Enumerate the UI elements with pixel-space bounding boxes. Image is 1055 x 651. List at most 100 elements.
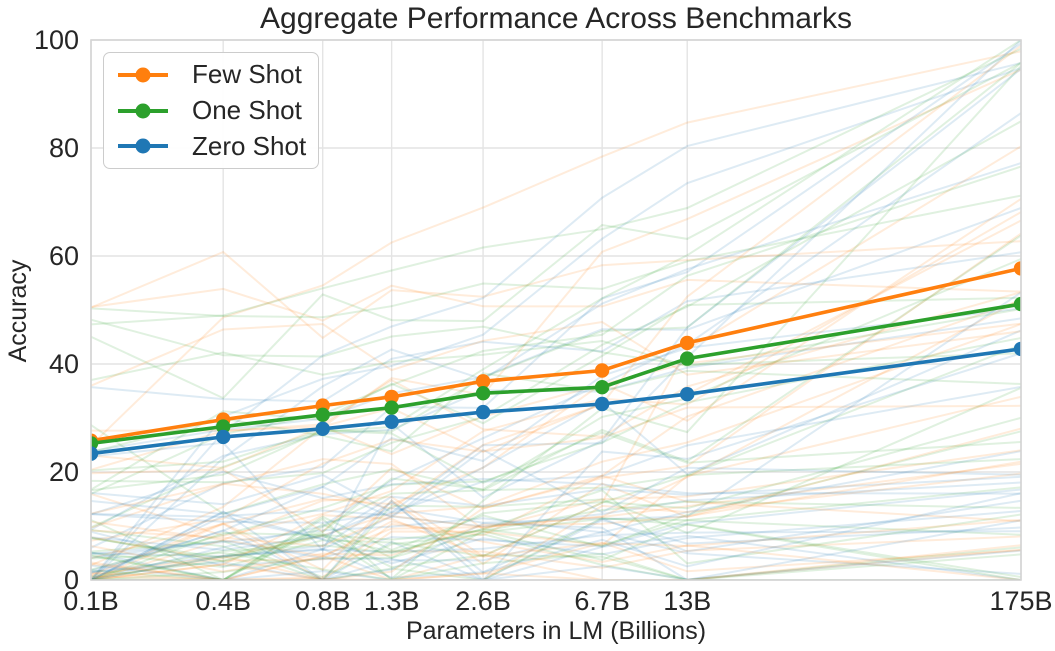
background-benchmark-line [91, 165, 1021, 495]
marker-zero-shot-13B [680, 387, 695, 402]
background-benchmark-line [91, 449, 1021, 531]
main-series [91, 261, 1021, 461]
background-benchmark-line [91, 519, 1021, 580]
background-benchmark-line [91, 429, 1021, 492]
few-shot-line-marker-icon [118, 67, 168, 83]
y-tick-label-0: 0 [64, 565, 79, 595]
background-benchmark-line [91, 522, 1021, 580]
background-benchmark-line [91, 329, 1021, 580]
background-benchmark-line [91, 385, 1021, 524]
x-tick-label-13B: 13B [663, 586, 711, 616]
background-benchmark-line [91, 492, 1021, 574]
marker-few-shot-1.3B [384, 389, 399, 405]
marker-zero-shot-0.4B [216, 429, 231, 445]
background-benchmark-line [91, 499, 1021, 553]
background-benchmark-line [91, 448, 1021, 519]
background-benchmark-lines [91, 40, 1021, 580]
background-benchmark-line [91, 207, 1021, 453]
background-benchmark-line [91, 486, 1021, 580]
background-benchmark-line [91, 67, 1021, 580]
line-few-shot [91, 266, 1021, 443]
background-benchmark-line [91, 112, 1021, 580]
background-benchmark-line [91, 530, 1021, 580]
background-benchmark-line [91, 145, 1021, 558]
background-benchmark-line [91, 62, 1021, 472]
background-benchmark-line [91, 240, 1021, 340]
background-benchmark-line [91, 251, 1021, 403]
background-benchmark-line [91, 337, 1021, 571]
y-tick-label-40: 40 [49, 349, 79, 379]
background-benchmark-line [91, 531, 1021, 580]
background-benchmark-line [91, 519, 1021, 578]
background-benchmark-line [91, 369, 1021, 454]
legend-item-one-shot: One Shot [116, 95, 308, 127]
background-benchmark-line [91, 120, 1021, 484]
legend-label-zero-shot: Zero Shot [192, 130, 307, 161]
background-benchmark-line [91, 470, 1021, 516]
background-benchmark-line [91, 291, 1021, 580]
background-benchmark-line [91, 488, 1021, 560]
background-benchmark-line [91, 198, 1021, 560]
background-benchmark-line [91, 40, 1021, 529]
background-benchmark-line [91, 298, 1021, 580]
marker-zero-shot-2.6B [475, 404, 491, 420]
background-benchmark-line [91, 322, 1021, 456]
marker-few-shot-6.7B [594, 363, 610, 378]
marker-one-shot-0.4B [216, 419, 231, 434]
background-benchmark-line [91, 42, 1021, 549]
background-benchmark-line [91, 343, 1021, 515]
x-tick-label-175B: 175B [989, 586, 1052, 616]
line-one-shot [91, 302, 1021, 446]
background-benchmark-line [91, 395, 1021, 580]
marker-zero-shot-6.7B [594, 396, 610, 412]
marker-one-shot-1.3B [384, 400, 399, 415]
background-benchmark-line [91, 194, 1021, 319]
background-benchmark-line [91, 520, 1021, 580]
x-tick-label-2.6B: 2.6B [455, 586, 511, 616]
axes-border [90, 39, 1022, 581]
background-benchmark-line [91, 232, 1021, 580]
background-benchmark-line [91, 278, 1021, 322]
background-benchmark-line [91, 549, 1021, 580]
one-shot-line-marker-icon [118, 103, 168, 118]
background-benchmark-line [91, 466, 1021, 533]
background-benchmark-line [91, 62, 1021, 580]
background-benchmark-line [91, 258, 1021, 580]
background-benchmark-line [91, 307, 1021, 572]
marker-one-shot-0.8B [315, 407, 330, 422]
x-tick-label-1.3B: 1.3B [364, 586, 420, 616]
marker-zero-shot-0.8B [315, 421, 330, 436]
marker-few-shot-2.6B [475, 374, 491, 389]
y-tick-label-60: 60 [49, 241, 79, 271]
background-benchmark-line [91, 211, 1021, 537]
background-benchmark-line [91, 510, 1021, 580]
x-tick-label-6.7B: 6.7B [574, 586, 630, 616]
zero-shot-line-marker-icon [118, 138, 168, 154]
marker-one-shot-6.7B [594, 380, 610, 395]
background-benchmark-line [91, 516, 1021, 580]
marker-few-shot-175B [1013, 261, 1021, 276]
marker-zero-shot-0.1B [91, 446, 99, 461]
background-benchmark-line [91, 47, 1021, 326]
marker-few-shot-13B [680, 335, 695, 351]
background-benchmark-line [91, 535, 1021, 569]
background-benchmark-line [91, 65, 1021, 580]
marker-zero-shot-1.3B [384, 414, 399, 429]
background-benchmark-line [91, 514, 1021, 580]
background-benchmark-line [91, 548, 1021, 580]
background-benchmark-line [91, 500, 1021, 559]
legend-item-few-shot: Few Shot [116, 59, 308, 91]
background-benchmark-line [91, 475, 1021, 540]
background-benchmark-line [91, 519, 1021, 580]
background-benchmark-line [91, 234, 1021, 580]
marker-one-shot-2.6B [475, 386, 491, 401]
background-benchmark-line [91, 430, 1021, 580]
background-benchmark-line [91, 320, 1021, 387]
background-benchmark-line [91, 532, 1021, 580]
background-benchmark-line [91, 517, 1021, 580]
background-benchmark-line [91, 427, 1021, 576]
background-benchmark-line [91, 458, 1021, 569]
background-benchmark-line [91, 296, 1021, 491]
background-benchmark-line [91, 40, 1021, 514]
